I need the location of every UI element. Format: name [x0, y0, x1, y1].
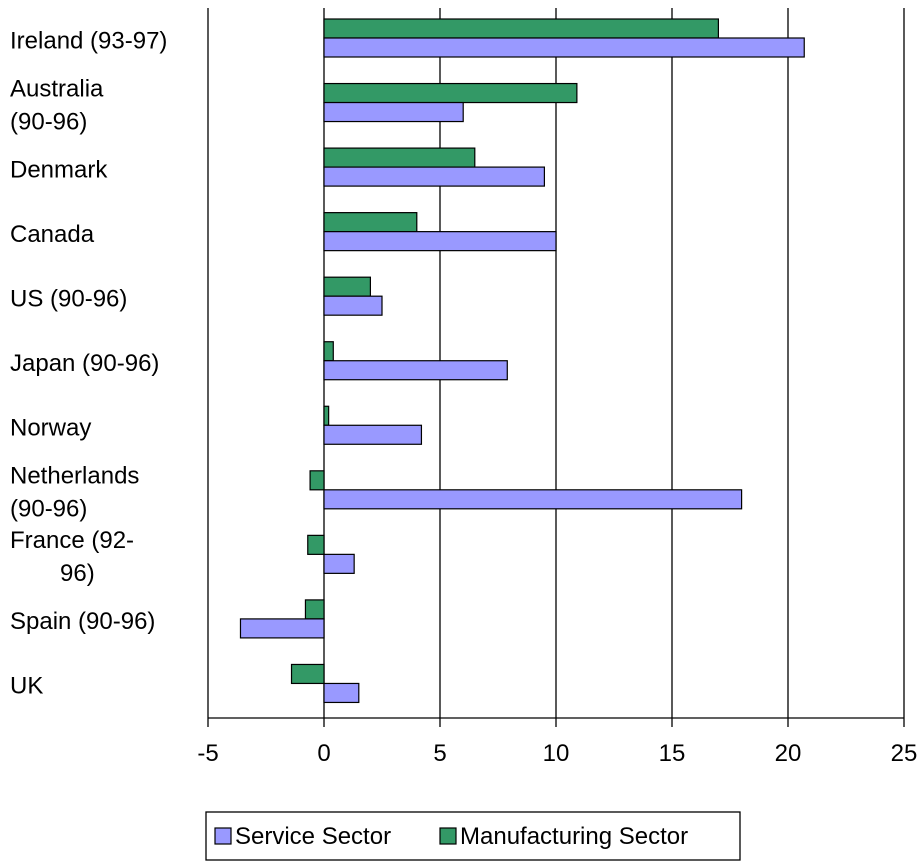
x-tick-label-1: 0 — [317, 740, 330, 767]
category-label-5-line-0: Japan (90-96) — [10, 350, 159, 377]
bar-service-0 — [323, 37, 805, 58]
legend-box — [205, 811, 741, 861]
x-tick-label-3: 10 — [543, 740, 570, 767]
bars — [239, 18, 805, 704]
bar-service-1 — [323, 101, 464, 123]
category-label-10-line-0: UK — [10, 673, 43, 700]
category-label-7-line-0: Netherlands — [10, 463, 139, 490]
category-label-3-line-0: Canada — [10, 221, 95, 248]
bar-manufacturing-0 — [323, 18, 719, 39]
bar-service-9 — [239, 618, 325, 639]
category-label-3: Canada — [10, 221, 95, 248]
category-label-2-line-0: Denmark — [10, 156, 108, 183]
category-label-8-line-1: 96) — [60, 560, 95, 587]
bar-service-6 — [323, 424, 423, 445]
x-tick-labels: -5 0 5 10 15 20 25 — [197, 718, 917, 767]
x-tick-label-5: 20 — [775, 740, 802, 767]
bar-service-2 — [323, 166, 545, 187]
bar-manufacturing-4 — [323, 276, 372, 297]
x-tick-label-6: 25 — [891, 740, 918, 767]
bar-manufacturing-1 — [323, 82, 578, 104]
category-label-9: Spain (90-96) — [10, 608, 155, 635]
bar-service-5 — [323, 360, 508, 381]
bar-manufacturing-7 — [309, 470, 325, 491]
x-tick-label-2: 5 — [433, 740, 446, 767]
category-label-5: Japan (90-96) — [10, 350, 159, 377]
category-label-4-line-0: US (90-96) — [10, 285, 127, 312]
category-label-6-line-0: Norway — [10, 415, 91, 442]
bar-manufacturing-8 — [307, 534, 325, 555]
legend-label-service: Service Sector — [235, 823, 391, 850]
category-label-8-line-0: France (92- — [10, 527, 134, 554]
bar-service-7 — [323, 489, 743, 510]
bar-manufacturing-6 — [323, 405, 330, 426]
bar-manufacturing-3 — [323, 212, 418, 233]
x-tick-label-4: 15 — [659, 740, 686, 767]
category-label-9-line-0: Spain (90-96) — [10, 608, 155, 635]
bar-manufacturing-5 — [323, 341, 334, 362]
bar-service-3 — [323, 231, 557, 252]
bar-service-4 — [323, 295, 383, 316]
category-label-0: Ireland (93-97) — [10, 27, 167, 54]
category-label-2: Denmark — [10, 156, 108, 183]
bar-manufacturing-10 — [290, 663, 325, 685]
legend-swatch-manufacturing — [439, 827, 457, 845]
category-label-1-line-0: Australia — [10, 75, 104, 102]
category-label-4: US (90-96) — [10, 285, 127, 312]
category-labels: Ireland (93-97) Australia (90-96) Denmark Ca… — [10, 27, 167, 699]
category-label-1: Australia (90-96) — [10, 75, 104, 135]
legend-label-manufacturing: Manufacturing Sector — [460, 823, 688, 850]
bar-manufacturing-9 — [304, 599, 325, 620]
bar-service-8 — [323, 553, 355, 574]
legend-swatch-service — [214, 827, 232, 845]
x-tick-label-0: -5 — [197, 740, 218, 767]
category-label-1-line-1: (90-96) — [10, 108, 87, 135]
bar-service-10 — [323, 682, 360, 704]
category-label-8: France (92- 96) — [10, 527, 134, 587]
category-label-0-line-0: Ireland (93-97) — [10, 27, 167, 54]
bar-manufacturing-2 — [323, 147, 476, 168]
category-label-10: UK — [10, 673, 43, 700]
legend: Service Sector Manufacturing Sector — [205, 811, 741, 861]
category-label-7-line-1: (90-96) — [10, 496, 87, 523]
category-label-7: Netherlands (90-96) — [10, 463, 139, 523]
category-label-6: Norway — [10, 415, 91, 442]
